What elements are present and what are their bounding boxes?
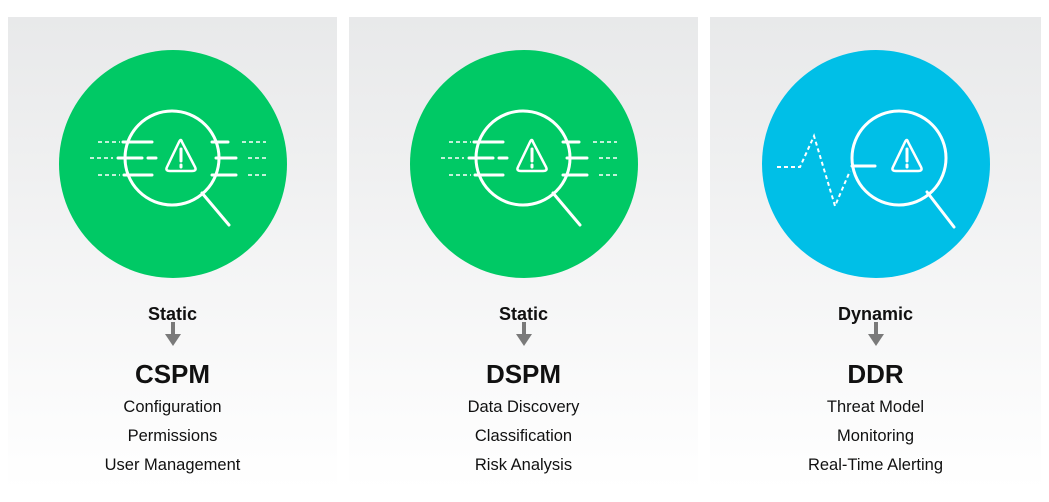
- panel-cspm: Static CSPM Configuration Permissions User…: [8, 17, 337, 490]
- mode-label: Static: [498, 304, 549, 324]
- feature-item: Configuration: [123, 398, 222, 416]
- category-title: DDR: [847, 359, 904, 389]
- feature-item: User Management: [104, 456, 241, 474]
- feature-item: Monitoring: [836, 427, 915, 445]
- arrow-down-icon: [164, 322, 181, 346]
- mode-label: Static: [147, 304, 198, 324]
- arrow-down-icon: [515, 322, 532, 346]
- feature-item: Classification: [474, 427, 573, 445]
- feature-item: Threat Model: [826, 398, 925, 416]
- feature-item: Real-Time Alerting: [807, 456, 944, 474]
- panel-dspm: Static DSPM Data Discovery Classification…: [349, 17, 698, 490]
- category-title: CSPM: [134, 359, 211, 389]
- magnifier-warning-lines-icon: [409, 50, 638, 278]
- feature-item: Risk Analysis: [474, 456, 573, 474]
- feature-item: Permissions: [127, 427, 218, 445]
- category-title: DSPM: [485, 359, 562, 389]
- mode-label: Dynamic: [837, 304, 914, 324]
- arrow-down-icon: [867, 322, 884, 346]
- magnifier-warning-pulse-icon: [761, 50, 990, 278]
- magnifier-warning-lines-icon: [58, 50, 287, 278]
- feature-item: Data Discovery: [467, 398, 580, 416]
- panel-ddr: Dynamic DDR Threat Model Monitoring Real-T…: [710, 17, 1041, 490]
